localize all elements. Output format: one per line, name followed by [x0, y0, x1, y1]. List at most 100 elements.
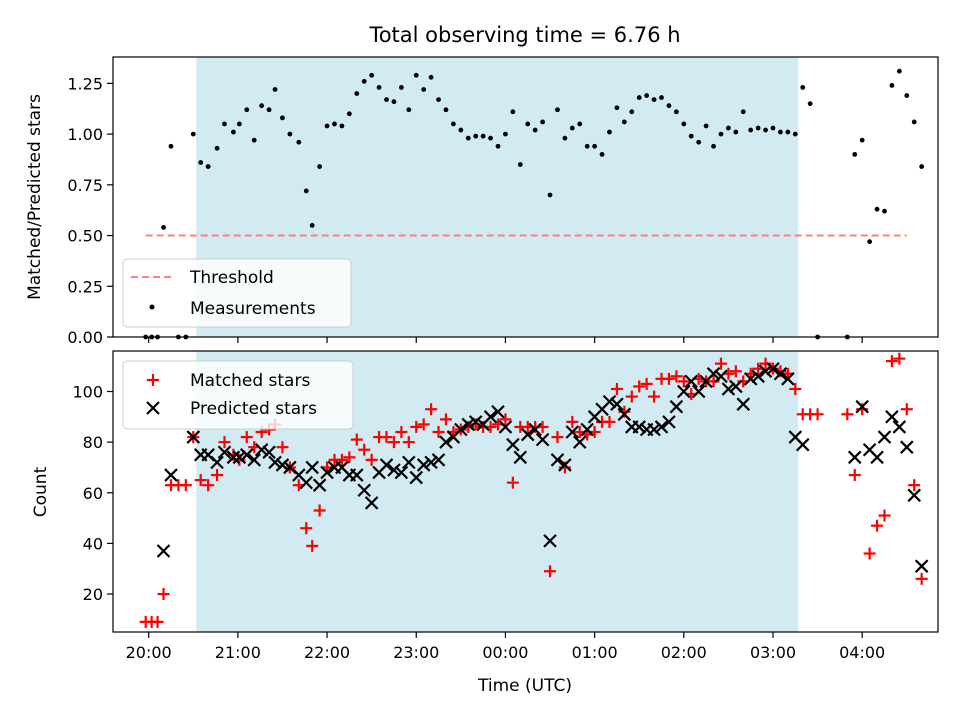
measurement-point	[659, 95, 664, 100]
measurement-point	[599, 151, 605, 157]
x-tick-label: 22:00	[304, 643, 350, 662]
measurement-point	[681, 121, 687, 127]
predicted-stars-point	[232, 450, 247, 465]
measurement-point	[555, 107, 560, 113]
legend-threshold: Threshold	[189, 268, 274, 288]
predicted-stars-point	[721, 382, 736, 396]
predicted-stars-point	[677, 384, 691, 399]
predicted-stars-point	[736, 397, 751, 411]
measurement-point	[428, 74, 434, 80]
measurement-point	[882, 208, 887, 214]
predicted-stars-point	[610, 397, 624, 411]
measurement-point	[391, 99, 397, 105]
predicted-stars-point	[424, 455, 438, 470]
measurement-point	[584, 143, 590, 149]
count-plot-frame	[112, 350, 939, 633]
predicted-stars-point	[520, 427, 535, 442]
measurement-point	[911, 119, 917, 125]
matched-stars-point	[402, 436, 415, 449]
matched-stars-point	[395, 426, 408, 439]
predicted-stars-point	[357, 483, 371, 498]
count-y-axis-label: Count	[31, 466, 51, 517]
matched-stars-point	[603, 415, 616, 428]
count-legend: Matched stars Predicted stars	[122, 360, 354, 430]
predicted-stars-point	[914, 559, 929, 573]
matched-stars-point	[157, 588, 170, 601]
matched-stars-point	[915, 572, 928, 585]
predicted-stars-point	[565, 425, 580, 439]
measurement-point	[287, 131, 293, 137]
predicted-stars-point	[580, 422, 594, 437]
matched-stars-point	[313, 504, 326, 517]
measurement-point	[384, 97, 389, 103]
predicted-stars-point	[217, 445, 232, 460]
predicted-stars-point	[210, 455, 224, 470]
y-tick-label: 40	[83, 534, 103, 553]
predicted-stars-point	[706, 367, 721, 381]
matched-stars-point	[640, 377, 653, 390]
measurement-point	[413, 72, 419, 78]
matched-stars-point	[841, 408, 854, 421]
predicted-stars-point	[669, 399, 684, 414]
measurement-point	[614, 105, 620, 111]
predicted-stars-point	[892, 420, 907, 434]
matched-stars-point	[625, 390, 638, 403]
matched-stars-point	[211, 469, 224, 482]
matched-stars-point	[729, 365, 742, 378]
matched-stars-point	[544, 565, 557, 578]
predicted-stars-point	[240, 448, 254, 462]
measurement-point	[406, 107, 412, 113]
series-measurements	[143, 68, 925, 340]
matched-stars-point	[343, 451, 356, 464]
predicted-stars-point	[617, 407, 632, 422]
predicted-stars-point	[254, 442, 269, 457]
matched-stars-point	[240, 431, 253, 444]
predicted-stars-point	[766, 361, 780, 376]
measurement-point	[272, 87, 278, 92]
measurement-point	[770, 125, 776, 131]
matched-stars-point	[335, 453, 348, 466]
measurement-point	[303, 188, 309, 194]
measurement-point	[711, 143, 716, 149]
predicted-stars-point	[247, 453, 261, 467]
predicted-stars-point	[506, 437, 520, 452]
measurement-point	[503, 131, 508, 137]
matched-stars-point	[410, 420, 423, 433]
matched-stars-point	[202, 479, 215, 492]
matched-stars-point	[662, 372, 675, 385]
measurement-point	[190, 131, 196, 137]
measurement-point	[562, 135, 568, 141]
measurement-point	[517, 162, 523, 167]
predicted-stars-point	[900, 440, 914, 454]
matched-stars-point	[499, 413, 512, 426]
predicted-stars-point	[907, 488, 921, 503]
predicted-stars-point	[350, 468, 364, 482]
measurement-point	[198, 160, 204, 165]
matched-stars-point	[885, 355, 898, 368]
measurement-point	[778, 129, 783, 135]
matched-stars-point	[194, 474, 207, 487]
matched-stars-point	[306, 539, 319, 552]
legend-measurements: Measurements	[190, 299, 316, 319]
matched-stars-point	[432, 426, 445, 439]
predicted-stars-point	[714, 369, 728, 384]
measurement-point	[332, 121, 337, 127]
measurement-point	[398, 85, 404, 90]
ratio-y-axis-label: Matched/Predicted stars	[25, 94, 45, 300]
predicted-stars-point	[885, 410, 899, 424]
x-tick-label: 20:00	[126, 643, 172, 662]
measurement-point	[451, 121, 456, 127]
predicted-stars-point	[847, 450, 862, 465]
predicted-stars-point	[312, 478, 327, 492]
measurement-point	[532, 127, 538, 133]
y-tick-label: 100	[72, 383, 103, 402]
predicted-stars-point	[483, 410, 498, 424]
measurement-point	[644, 93, 650, 98]
measurements-legend-dot	[149, 304, 155, 310]
measurement-point	[919, 164, 925, 169]
predicted-stars-point	[156, 544, 171, 558]
predicted-stars-point	[468, 415, 483, 429]
matched-stars-point	[648, 390, 661, 403]
measurement-point	[785, 129, 791, 135]
predicted-stars-point	[572, 435, 587, 449]
